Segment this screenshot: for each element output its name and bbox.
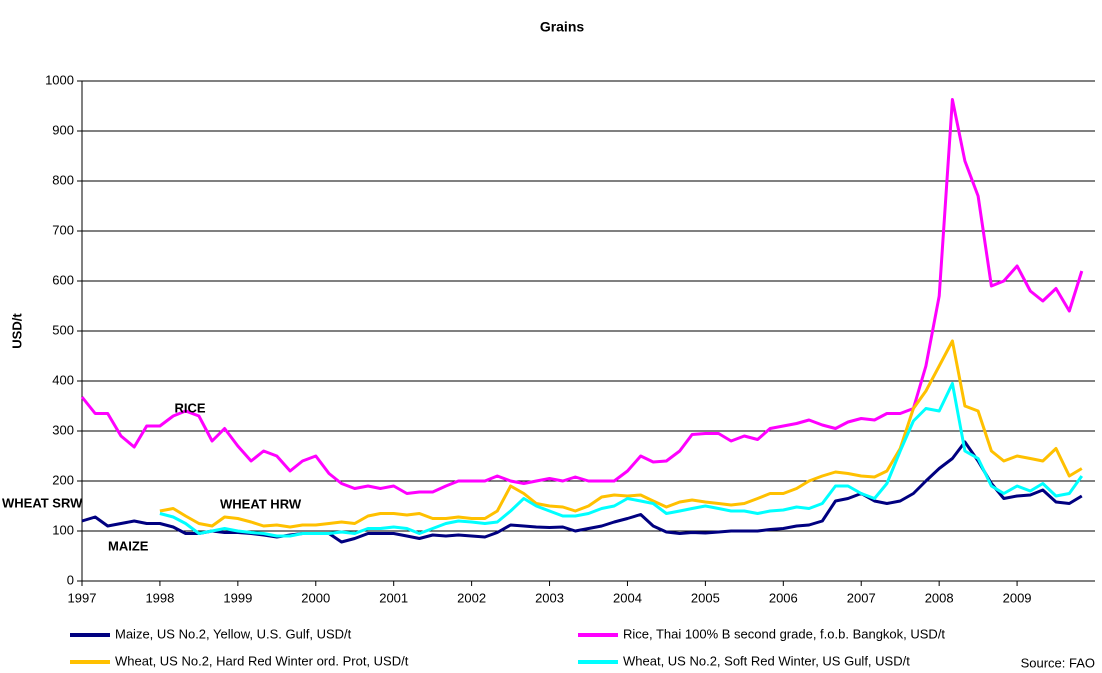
legend-label: Wheat, US No.2, Soft Red Winter, US Gulf… — [623, 653, 910, 668]
annotation: WHEAT SRW — [2, 495, 83, 510]
legend-label: Maize, US No.2, Yellow, U.S. Gulf, USD/t — [115, 626, 352, 641]
y-tick-label: 100 — [52, 522, 74, 537]
annotation: RICE — [174, 400, 205, 415]
y-tick-label: 1000 — [45, 72, 74, 87]
source: Source: FAO — [1021, 655, 1095, 670]
y-axis-label: USD/t — [9, 313, 24, 349]
series-line — [80, 98, 1084, 495]
y-tick-label: 500 — [52, 322, 74, 337]
x-tick-label: 2008 — [925, 590, 954, 605]
x-tick-label: 1998 — [145, 590, 174, 605]
x-tick-label: 2003 — [535, 590, 564, 605]
x-tick-label: 2002 — [457, 590, 486, 605]
series-line — [159, 382, 1084, 538]
x-tick-label: 2000 — [301, 590, 330, 605]
x-tick-label: 1999 — [223, 590, 252, 605]
y-tick-label: 300 — [52, 422, 74, 437]
x-tick-label: 2009 — [1003, 590, 1032, 605]
y-tick-label: 900 — [52, 122, 74, 137]
annotation: MAIZE — [108, 538, 149, 553]
y-tick-label: 400 — [52, 372, 74, 387]
chart-title: Grains — [540, 19, 585, 35]
x-tick-label: 2006 — [769, 590, 798, 605]
x-tick-label: 2001 — [379, 590, 408, 605]
y-tick-label: 0 — [67, 572, 74, 587]
legend-label: Wheat, US No.2, Hard Red Winter ord. Pro… — [115, 653, 409, 668]
y-tick-label: 700 — [52, 222, 74, 237]
series-line — [159, 339, 1083, 529]
x-tick-label: 2005 — [691, 590, 720, 605]
y-tick-label: 200 — [52, 472, 74, 487]
y-tick-label: 600 — [52, 272, 74, 287]
x-tick-label: 2004 — [613, 590, 642, 605]
x-tick-label: 2007 — [847, 590, 876, 605]
y-tick-label: 800 — [52, 172, 74, 187]
series-line — [81, 440, 1083, 544]
legend-label: Rice, Thai 100% B second grade, f.o.b. B… — [623, 626, 945, 641]
annotation: WHEAT HRW — [220, 496, 302, 511]
x-tick-label: 1997 — [68, 590, 97, 605]
